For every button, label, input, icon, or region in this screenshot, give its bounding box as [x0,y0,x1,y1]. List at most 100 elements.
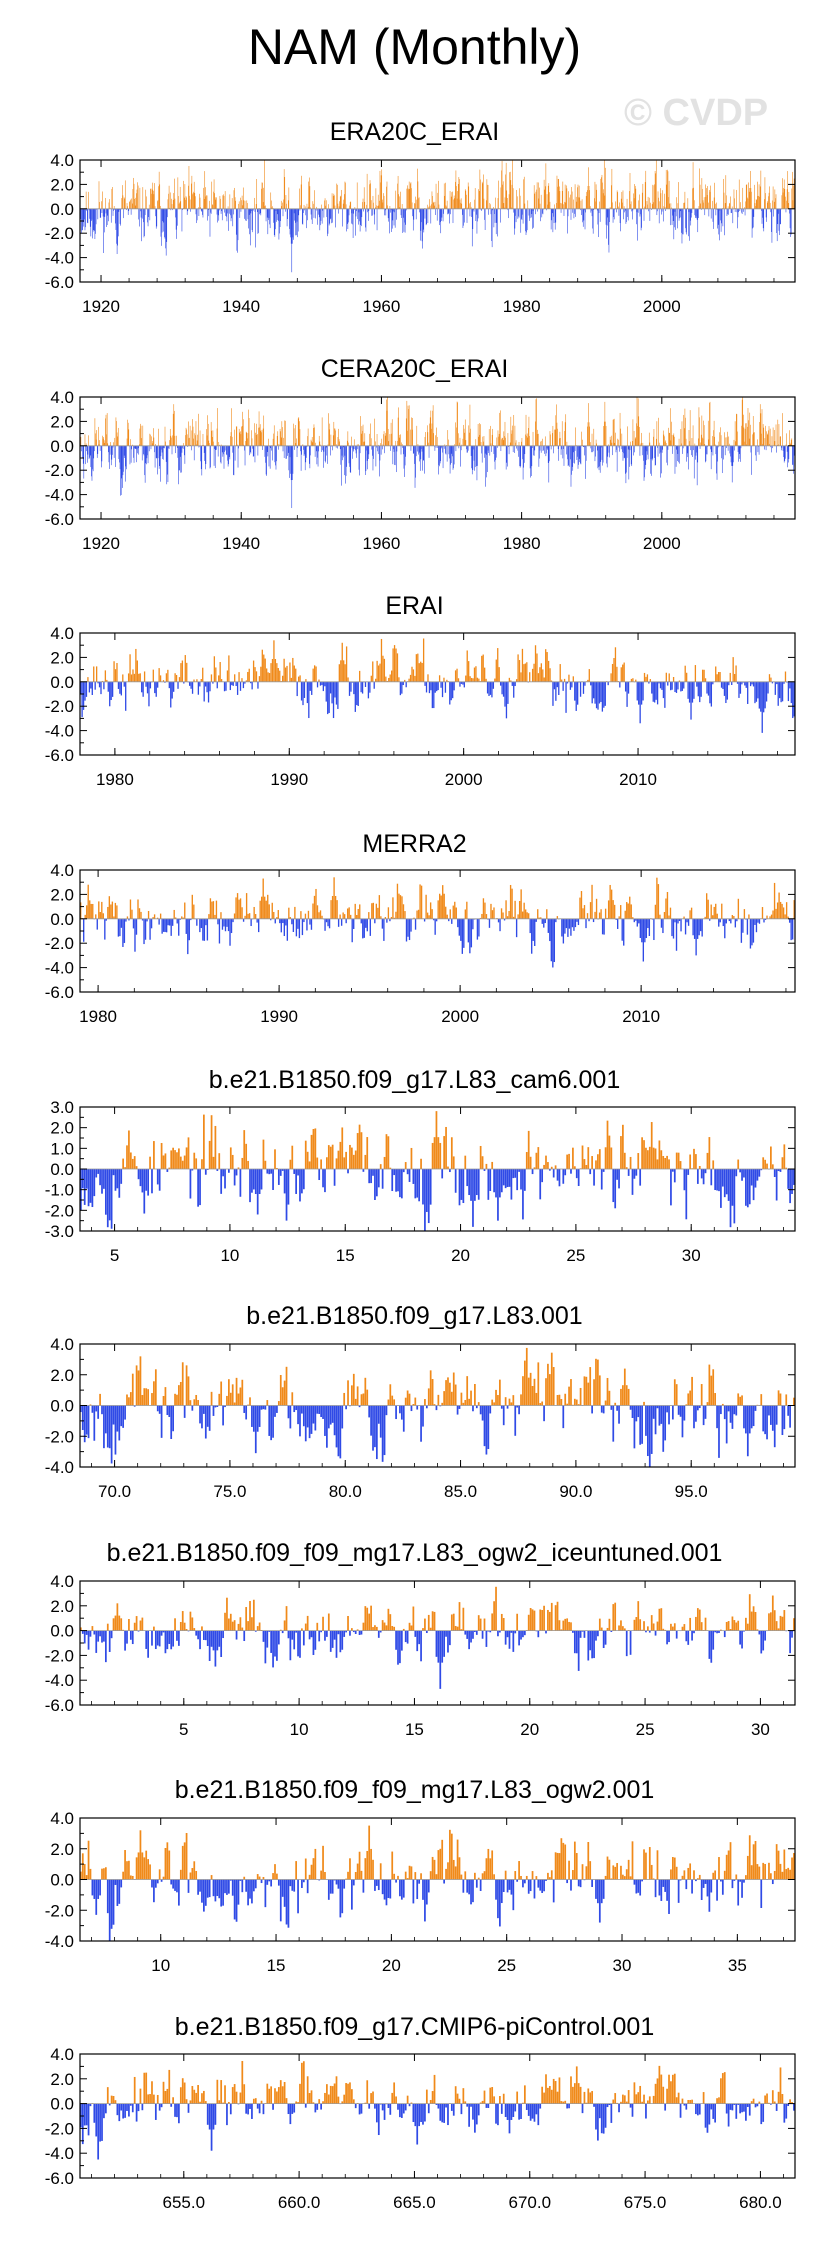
negative-bar [573,445,574,453]
negative-bar [708,208,710,217]
negative-bar [287,1169,290,1205]
positive-bar [784,188,786,209]
positive-bar [549,431,551,446]
negative-bar [151,1630,153,1646]
positive-bar [614,1602,617,1631]
positive-bar [588,167,589,209]
negative-bar [147,1630,149,1658]
positive-bar [316,1622,319,1631]
negative-bar [337,445,338,449]
negative-bar [206,681,208,693]
positive-bar [606,917,608,919]
negative-bar [793,445,794,474]
positive-bar [609,436,611,446]
positive-bar [356,1133,359,1169]
negative-bar [648,1630,651,1633]
positive-bar [672,677,675,682]
negative-bar [94,208,95,231]
positive-bar [726,195,727,209]
positive-bar [512,160,513,209]
negative-bar [377,1630,380,1638]
positive-bar [608,1135,611,1169]
negative-bar [773,1169,776,1177]
positive-bar [492,428,494,446]
positive-bar [527,437,529,446]
negative-bar [771,681,774,684]
negative-bar [202,208,203,215]
positive-bar [174,1618,176,1631]
negative-bar [487,1405,490,1450]
positive-bar [251,1617,253,1631]
negative-bar [441,445,443,447]
positive-bar [500,908,503,919]
positive-bar [158,428,159,446]
negative-bar [327,918,329,927]
negative-bar [670,1169,672,1206]
x-tick-label: 1980 [503,534,541,553]
positive-bar [178,1148,180,1169]
negative-bar [330,445,331,456]
negative-bar [161,208,162,246]
negative-bar [242,918,245,922]
negative-bar [741,1169,743,1181]
positive-bar [541,1401,544,1406]
x-tick-label: 80.0 [329,1482,362,1501]
negative-bar [571,918,574,928]
negative-bar [476,208,477,215]
negative-bar [297,445,298,449]
positive-bar [174,1393,176,1406]
negative-bar [147,445,148,456]
negative-bar [514,681,516,687]
positive-bar [235,897,237,919]
positive-bar [162,680,165,682]
positive-bar [236,893,239,919]
x-tick-label: 95.0 [675,1482,708,1501]
negative-bar [297,208,299,232]
negative-bar [485,445,487,478]
positive-bar [175,917,177,919]
negative-bar [150,918,153,929]
positive-bar [385,1625,388,1631]
negative-bar [758,445,760,455]
negative-bar [722,918,724,927]
positive-bar [765,193,766,209]
positive-bar [334,428,335,446]
positive-bar [778,892,780,919]
negative-bar [681,681,683,691]
negative-bar [400,1405,403,1420]
negative-bar [549,445,550,462]
negative-bar [792,445,793,465]
positive-bar [219,662,221,682]
positive-bar [784,671,787,682]
negative-bar [401,208,402,218]
negative-bar [252,445,253,449]
x-tick-label: 2000 [643,297,681,316]
negative-bar [647,445,649,460]
negative-bar [412,445,414,454]
negative-bar [391,208,392,232]
positive-bar [178,1385,180,1406]
negative-bar [136,445,137,463]
negative-bar [636,208,637,225]
positive-bar [99,1393,101,1406]
positive-bar [438,180,439,209]
negative-bar [96,445,98,458]
negative-bar [115,208,117,230]
negative-bar [222,1630,224,1639]
positive-bar [219,444,221,446]
positive-bar [343,199,345,209]
positive-bar [617,192,619,209]
negative-bar [488,445,489,453]
negative-bar [608,208,610,253]
negative-bar [201,445,203,476]
positive-bar [230,432,232,446]
negative-bar [435,918,438,922]
positive-bar [710,904,712,919]
negative-bar [443,445,445,449]
negative-bar [739,1630,741,1645]
negative-bar [592,445,593,453]
positive-bar [727,431,728,446]
positive-bar [242,205,243,209]
negative-bar [589,1169,592,1175]
negative-bar [319,208,321,231]
